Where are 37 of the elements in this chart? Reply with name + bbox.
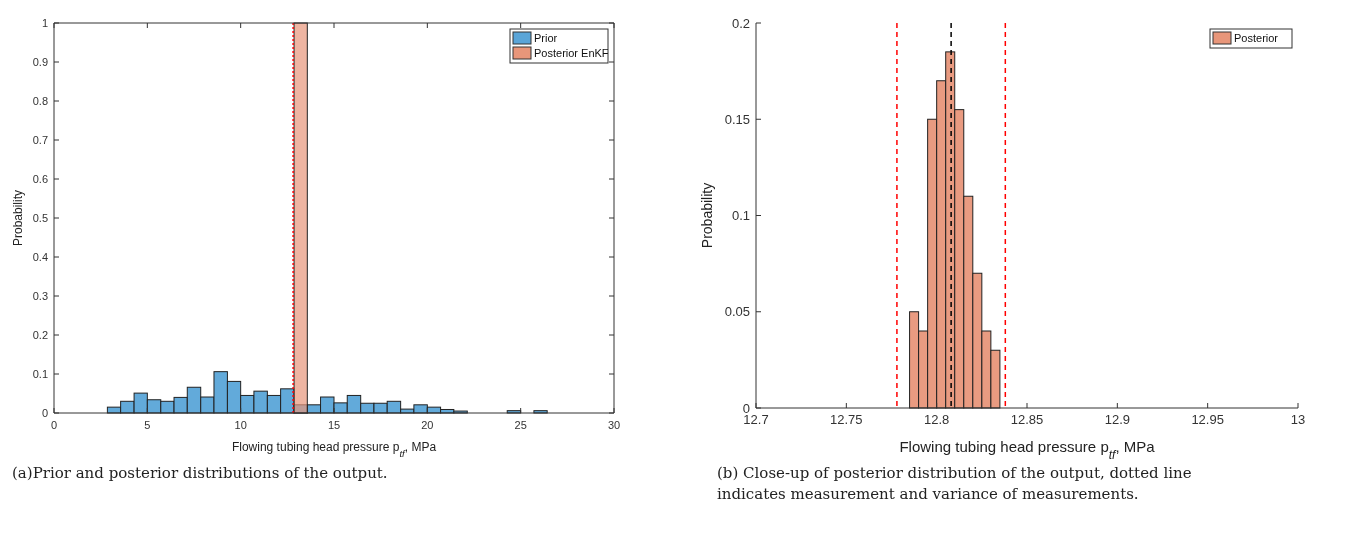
y-tick-label: 0.3 — [32, 289, 48, 302]
legend-label: Posterior EnKF — [534, 47, 609, 59]
x-tick-label: 10 — [234, 419, 247, 431]
y-tick-label: 0.7 — [32, 133, 48, 146]
x-axis-title: Flowing tubing head pressure p$_{tf}$, MPa — [231, 440, 437, 459]
x-tick-label: 13 — [1290, 412, 1306, 427]
y-tick-label: 0.9 — [32, 55, 48, 68]
y-tick-label: 0.2 — [731, 15, 750, 31]
y-tick-label: 0.6 — [32, 172, 48, 185]
x-tick-label: 5 — [144, 419, 151, 431]
y-axis-title: Probability — [11, 189, 25, 247]
x-tick-label: 12.75 — [830, 412, 863, 427]
x-tick-label: 12.85 — [1010, 412, 1044, 427]
legend-label: Prior — [534, 32, 558, 44]
y-tick-label: 0.1 — [731, 208, 750, 224]
legend-box: Posterior — [1209, 28, 1293, 49]
y-tick-label: 0.4 — [32, 250, 48, 263]
y-tick-label: 0.1 — [32, 367, 48, 380]
y-tick-label: 0.2 — [32, 328, 48, 341]
x-tick-label: 12.9 — [1104, 412, 1130, 427]
x-tick-label: 30 — [607, 419, 621, 431]
x-tick-label: 0 — [50, 419, 58, 431]
y-tick-label: 0.05 — [724, 304, 750, 320]
y-tick-label: 0.8 — [32, 94, 48, 107]
y-tick-label: 0.5 — [32, 211, 48, 224]
y-tick-label: 1 — [41, 16, 48, 29]
y-tick-label: 0.15 — [724, 111, 750, 127]
text: (a)Prior and posterior distributions of the output. — [12, 464, 388, 482]
x-tick-label: 20 — [421, 419, 434, 431]
x-tick-label: 25 — [514, 419, 527, 431]
x-tick-label: 12.95 — [1191, 412, 1224, 427]
x-axis-title: Flowing tubing head pressure p$_{tf}$, MPa — [899, 438, 1156, 462]
x-tick-label: 12.8 — [924, 412, 950, 427]
y-axis-title: Probability — [699, 182, 715, 249]
x-tick-label: 15 — [327, 419, 341, 431]
legend-label: Posterior — [1234, 32, 1279, 44]
text: (b) Close-up of posterior distribution of the output, dotted line indicates measurement and variance of measurements. — [717, 464, 1192, 503]
